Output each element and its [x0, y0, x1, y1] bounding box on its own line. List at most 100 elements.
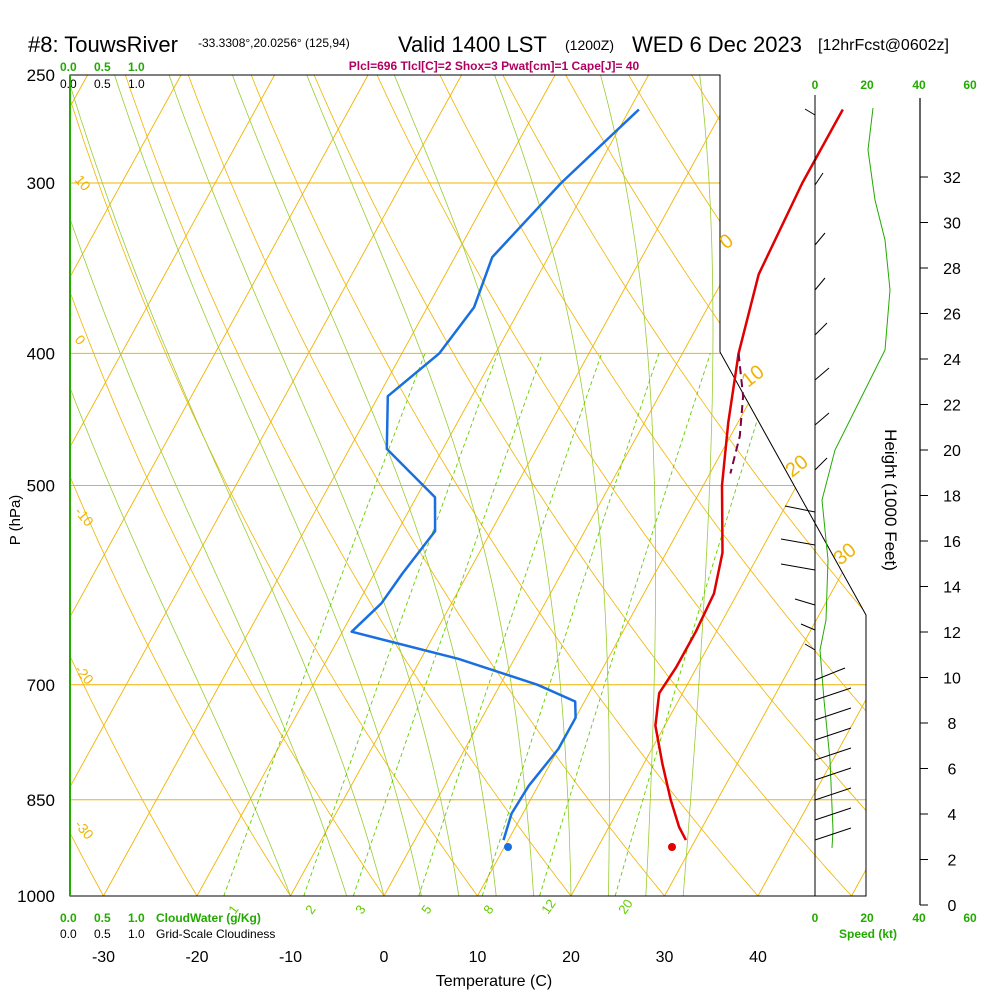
top-cloudwater-scale: 0.0 0.5 1.0 0.0 0.5 1.0 — [60, 60, 145, 91]
temperature-tick-label: 0 — [380, 949, 389, 966]
cloudwater-tick: 0.0 — [60, 911, 77, 925]
pressure-tick-label: 500 — [27, 477, 55, 496]
temperature-tick-label: -30 — [92, 949, 115, 966]
wind-barb — [784, 505, 816, 513]
speed-scale-top: 0 20 40 60 — [812, 78, 977, 92]
wind-barb — [814, 747, 852, 761]
dry-adiabat — [376, 75, 866, 896]
cloudwater-tick: 0.5 — [94, 911, 111, 925]
thermo-grid — [0, 74, 867, 897]
height-tick-label: 12 — [943, 625, 961, 642]
adiabat-label: -10 — [72, 504, 97, 530]
wind-barb — [814, 767, 852, 781]
moist-adiabat — [306, 75, 534, 896]
speed-scale-bottom: 0 20 40 60 Speed (kt) — [812, 911, 977, 941]
temperature-tick-label: -20 — [185, 949, 208, 966]
cloudwater-tick: 0.5 — [94, 60, 111, 74]
profile-temperature — [654, 108, 844, 841]
adiabat-label: 0 — [72, 332, 89, 348]
speed-tick: 40 — [912, 78, 926, 92]
wind-barb — [814, 457, 828, 471]
height-tick-label: 16 — [943, 534, 961, 551]
dry-adiabat — [565, 75, 866, 896]
pressure-tick-label: 1000 — [17, 887, 55, 906]
indices-line: Plcl=696 Tlcl[C]=2 Shox=3 Pwat[cm]=1 Cap… — [349, 59, 640, 73]
wind-panel — [780, 95, 891, 896]
wind-barb — [814, 412, 830, 426]
wind-barb — [814, 827, 852, 841]
mixing-ratio-label: 5 — [418, 902, 434, 917]
y-axis-title: P (hPa) — [7, 495, 24, 546]
wind-barb — [780, 563, 816, 571]
cloudwater-tick: 0.0 — [60, 60, 77, 74]
mixing-ratio-label: 20 — [615, 896, 636, 916]
cloudiness-tick: 1.0 — [128, 927, 145, 941]
pressure-tick-label: 700 — [27, 676, 55, 695]
wind-barb — [814, 322, 828, 336]
dry-adiabat — [0, 75, 10, 896]
isotherm-line — [664, 75, 866, 896]
mixing-ratio-label: 3 — [352, 902, 368, 917]
temperature-tick-label: 40 — [749, 949, 767, 966]
dry-adiabat — [187, 75, 665, 896]
profiles — [350, 108, 844, 851]
cloudiness-tick: 0.0 — [60, 927, 77, 941]
height-tick-label: 18 — [943, 489, 961, 506]
speed-tick: 60 — [963, 911, 977, 925]
adiabat-label: -30 — [72, 817, 97, 843]
cloudiness-tick: 0.5 — [94, 927, 111, 941]
moist-adiabat — [494, 75, 610, 896]
mixing-ratio-line — [614, 353, 779, 896]
speed-tick: 20 — [860, 911, 874, 925]
dry-adiabat — [313, 75, 852, 896]
surface-temperature-dot — [668, 843, 676, 851]
cloudiness-tick: 0.0 — [60, 77, 77, 91]
height-tick-label: 24 — [943, 352, 961, 369]
wind-barb — [814, 367, 830, 381]
cloudwater-tick: 1.0 — [128, 60, 145, 74]
moist-adiabat — [70, 75, 291, 896]
adiabat-label: -20 — [72, 662, 97, 688]
wind-barb — [814, 687, 852, 701]
mixing-ratio-line — [223, 353, 426, 896]
speed-tick: 0 — [812, 911, 819, 925]
adiabat-label: 10 — [72, 172, 94, 194]
moist-adiabat — [600, 75, 656, 896]
height-tick-label: 26 — [943, 307, 961, 324]
isotherm-line — [70, 75, 275, 896]
height-tick-label: 28 — [943, 261, 961, 278]
station-title: #8: TouwsRiver — [28, 32, 178, 57]
isotherm-line — [70, 75, 182, 896]
speed-label: Speed (kt) — [839, 927, 897, 941]
height-tick-label: 2 — [948, 853, 957, 870]
moist-adiabat — [168, 75, 460, 896]
speed-tick: 60 — [963, 78, 977, 92]
dry-adiabat — [70, 75, 478, 896]
temperature-tick-label: 10 — [469, 949, 487, 966]
height-tick-label: 6 — [948, 762, 957, 779]
dry-adiabat — [70, 75, 385, 896]
wind-barb — [814, 172, 824, 186]
height-tick-label: 22 — [943, 398, 961, 415]
wind-barb — [794, 598, 816, 606]
wind-barb — [800, 623, 816, 631]
isotherm-line — [851, 75, 866, 896]
wind-barb — [814, 727, 852, 741]
wind-barb — [814, 707, 852, 721]
moist-adiabat — [232, 75, 497, 896]
height-axis-title: Height (1000 Feet) — [881, 429, 900, 571]
mixing-ratio-line — [352, 353, 543, 896]
wind-barb — [814, 787, 852, 801]
profile-dewpoint — [350, 108, 640, 841]
height-tick-label: 4 — [948, 807, 957, 824]
height-tick-label: 10 — [943, 671, 961, 688]
cloudwater-tick: 1.0 — [128, 911, 145, 925]
moist-adiabat — [114, 75, 422, 896]
pressure-tick-label: 850 — [27, 791, 55, 810]
isotherm-line — [290, 75, 743, 896]
forecast-tag: [12hrFcst@0602z] — [818, 37, 949, 54]
isotherm-label: 10 — [738, 361, 769, 392]
pressure-tick-label: 250 — [27, 66, 55, 85]
height-tick-label: 20 — [943, 443, 961, 460]
moist-adiabat — [393, 75, 572, 896]
